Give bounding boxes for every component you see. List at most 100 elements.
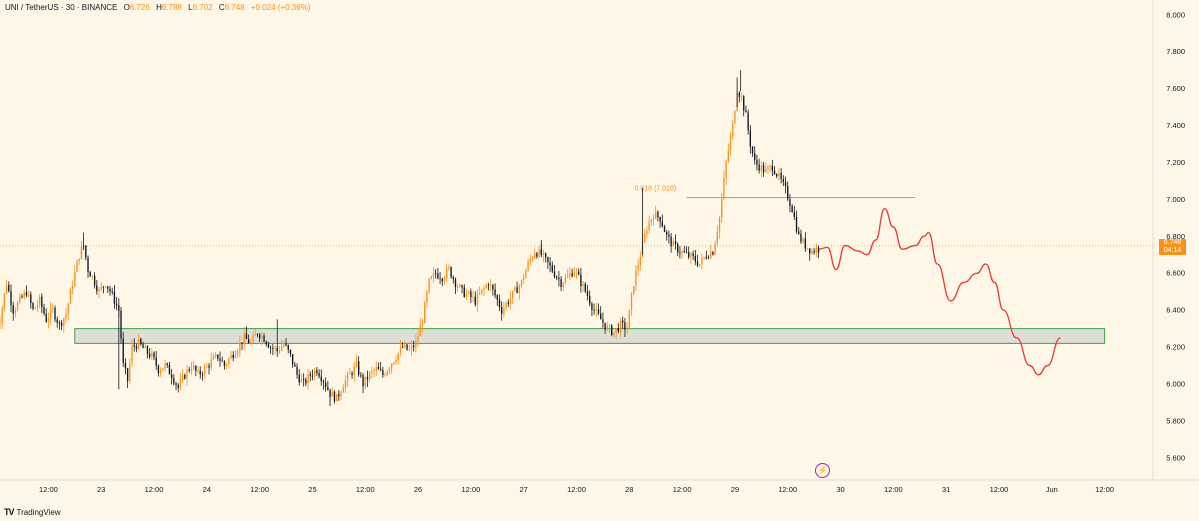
candle-body	[175, 383, 177, 385]
candle-body	[65, 314, 67, 319]
candle	[617, 323, 619, 334]
candle	[179, 372, 182, 391]
candle-body	[170, 374, 173, 379]
symbol-header[interactable]: UNI / TetherUS · 30 · BINANCE O6.726 H6.…	[5, 3, 310, 12]
candle-body	[168, 364, 171, 375]
candle-body	[582, 283, 584, 287]
candle-body	[98, 289, 100, 292]
candle	[157, 364, 160, 377]
candle-body	[173, 378, 175, 384]
candle	[41, 293, 43, 314]
candle-body	[390, 363, 393, 369]
price-tick-label: 7.400	[1166, 121, 1185, 130]
candle-body	[606, 326, 608, 330]
candle-body	[716, 231, 719, 243]
candle-body	[817, 247, 820, 253]
candle	[85, 245, 87, 261]
candle-body	[456, 286, 459, 288]
candle	[318, 369, 320, 379]
candle-body	[795, 216, 798, 232]
candle	[243, 327, 245, 350]
candle	[311, 369, 314, 381]
candle	[181, 369, 184, 383]
candle	[223, 360, 226, 370]
candle-body	[721, 198, 723, 218]
candle-body	[437, 273, 439, 279]
candle	[14, 306, 17, 318]
symbol-title[interactable]: UNI / TetherUS · 30 · BINANCE	[5, 3, 118, 12]
candle-body	[135, 346, 138, 349]
candle-body	[780, 172, 782, 180]
candle-body	[584, 283, 586, 292]
candle	[296, 363, 298, 379]
candle	[652, 214, 655, 226]
time-tick-label: 26	[414, 485, 422, 494]
fib-level-label: 0.618 (7.010)	[635, 186, 677, 193]
candle-body	[732, 123, 734, 136]
candle-body	[615, 328, 617, 333]
candle	[201, 371, 204, 381]
candle-body	[787, 186, 789, 200]
candle	[357, 356, 360, 377]
candle-body	[166, 363, 168, 365]
candle-body	[36, 304, 39, 308]
candle-body	[738, 92, 741, 97]
candle	[12, 301, 14, 321]
candle	[467, 290, 470, 295]
candle	[331, 386, 333, 397]
support-zone-rect[interactable]	[74, 328, 1106, 344]
time-tick-label: 24	[203, 485, 211, 494]
candle	[351, 370, 353, 379]
candle	[655, 205, 657, 220]
candle	[0, 316, 1, 330]
lightning-icon[interactable]: ⚡	[815, 463, 830, 478]
candle-body	[410, 345, 413, 350]
candle	[241, 342, 243, 351]
candle	[54, 305, 56, 323]
candle	[567, 268, 569, 278]
price-axis[interactable]: 8.000 7.800 7.600 7.400 7.200 7.000 6.800 6.600…	[1166, 10, 1185, 462]
candle-body	[692, 253, 694, 257]
candle-body	[556, 276, 558, 278]
candle-body	[452, 277, 454, 280]
candle	[100, 281, 102, 292]
time-tick-label: 12:00	[145, 485, 164, 494]
candle-body	[344, 380, 347, 388]
candle-body	[16, 302, 19, 310]
candle	[536, 251, 538, 259]
candle-body	[771, 165, 774, 171]
candle-body	[34, 307, 36, 309]
candle-body	[124, 362, 127, 369]
candle	[65, 307, 67, 323]
candle	[490, 279, 492, 292]
candle	[710, 244, 712, 261]
candle	[580, 267, 582, 293]
candle	[239, 335, 241, 358]
candle	[516, 281, 518, 294]
candle	[96, 279, 98, 295]
candle-body	[243, 333, 245, 344]
candle	[230, 351, 232, 360]
open-key: O	[123, 3, 130, 12]
candle	[225, 362, 228, 370]
candle	[434, 269, 437, 279]
time-axis[interactable]: 12:00 23 12:00 24 12:00 25 12:00 26 12:00 27 12:00…	[39, 485, 1114, 494]
price-tick-label: 5.600	[1166, 453, 1185, 462]
candle	[340, 390, 342, 400]
candle	[749, 125, 752, 154]
candle	[137, 333, 140, 350]
candle	[679, 246, 681, 259]
candle	[36, 299, 39, 313]
candle-body	[703, 257, 705, 258]
candle-body	[69, 289, 72, 304]
candle-body	[501, 307, 503, 314]
candle-body	[162, 368, 164, 371]
candle-body	[644, 234, 646, 242]
candle	[16, 300, 19, 312]
candle	[459, 283, 461, 288]
candle-body	[164, 363, 166, 369]
candle	[670, 232, 672, 253]
projection-path[interactable]	[818, 207, 1061, 376]
tradingview-footer[interactable]: TV TradingView	[4, 507, 61, 517]
